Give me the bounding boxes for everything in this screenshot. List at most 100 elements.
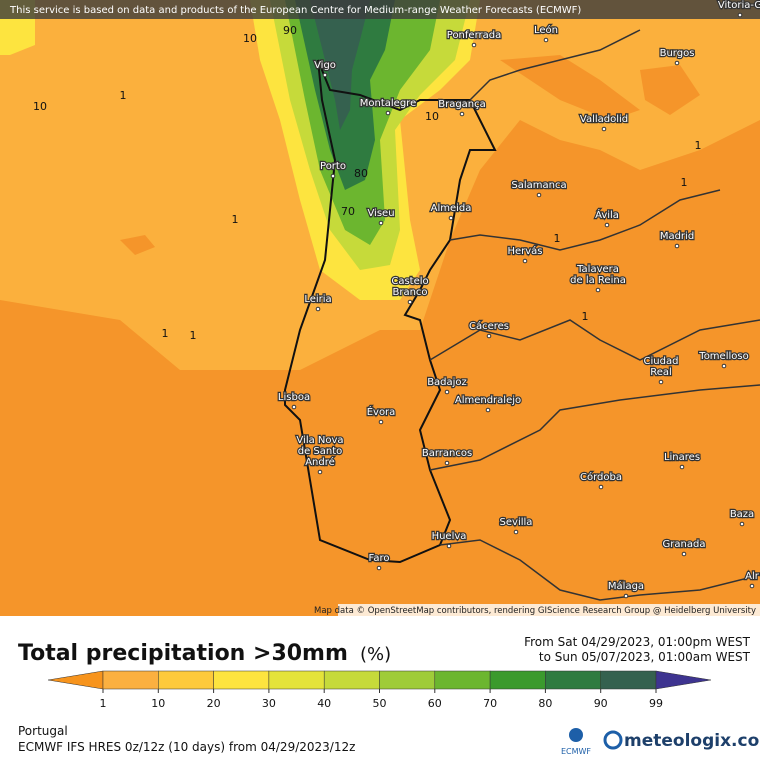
- contour-label: 1: [554, 232, 561, 245]
- city-label: Burgos: [660, 48, 695, 59]
- city-label: Real: [650, 367, 672, 378]
- legend-tick-label: 99: [649, 697, 663, 710]
- contour-label: 10: [33, 100, 47, 113]
- meteologix-logo: meteologix.com: [624, 731, 760, 751]
- city-dot: [601, 126, 607, 132]
- title: Total precipitation >30mm: [18, 641, 348, 666]
- city-label: Hervás: [507, 245, 542, 257]
- city-dot: [674, 60, 680, 66]
- legend-tick-label: 60: [428, 697, 442, 710]
- city-label: Badajoz: [427, 377, 467, 388]
- city-label: de Santo: [298, 446, 343, 457]
- banner: This service is based on data and produc…: [9, 5, 581, 16]
- city-dot: [376, 565, 382, 571]
- city-dot: [322, 72, 328, 78]
- city-label: Barrancos: [422, 448, 472, 459]
- city-label: Vitoria-G: [718, 0, 760, 11]
- city-dot: [721, 363, 727, 369]
- city-label: Bragança: [438, 99, 486, 110]
- legend-segment: [434, 670, 491, 690]
- legend-tick-label: 90: [594, 697, 608, 710]
- city-label: Tomelloso: [698, 351, 748, 362]
- city-dot: [543, 37, 549, 43]
- contour-label: 10: [425, 110, 439, 123]
- city-dot: [385, 110, 391, 116]
- legend-segment: [158, 670, 214, 690]
- city-label: Lisboa: [278, 392, 310, 403]
- city-label: Ávila: [595, 208, 619, 221]
- city-dot: [595, 287, 601, 293]
- city-dot: [407, 299, 413, 305]
- legend-tick-label: 70: [483, 697, 497, 710]
- city-label: Baza: [730, 509, 754, 520]
- city-label: Almendralejo: [455, 395, 521, 406]
- city-dot: [317, 469, 323, 475]
- attribution: Map data © OpenStreetMap contributors, r…: [314, 606, 756, 616]
- legend-segment: [545, 670, 601, 690]
- legend-low: [47, 670, 104, 690]
- legend-tick-label: 1: [100, 697, 107, 710]
- city-label: Vila Nova: [296, 435, 343, 446]
- legend-tick-label: 30: [262, 697, 276, 710]
- city-label: Montalegre: [360, 98, 416, 109]
- legend-segment: [600, 670, 657, 690]
- legend-segment: [489, 670, 546, 690]
- city-dot: [674, 243, 680, 249]
- legend-high: [655, 670, 712, 690]
- city-dot: [471, 42, 477, 48]
- city-dot: [679, 464, 685, 470]
- contour-label: 1: [190, 329, 197, 342]
- city-dot: [448, 215, 454, 221]
- map: This service is based on data and produc…: [0, 0, 760, 616]
- legend-tick-label: 10: [151, 697, 165, 710]
- city-label: Almeida: [431, 203, 472, 214]
- city-label: Sevilla: [500, 517, 533, 528]
- city-label: Ciudad: [644, 356, 679, 367]
- city-dot: [536, 192, 542, 198]
- city-label: Castelo: [391, 276, 428, 287]
- city-dot: [623, 593, 629, 599]
- city-label: Córdoba: [580, 471, 622, 483]
- city-dot: [444, 460, 450, 466]
- city-dot: [459, 111, 465, 117]
- city-dot: [513, 529, 519, 535]
- city-label: Viseu: [367, 208, 394, 219]
- legend-segment: [379, 670, 436, 690]
- contour-label: 1: [162, 327, 169, 340]
- city-dot: [446, 543, 452, 549]
- city-dot: [604, 222, 610, 228]
- city-label: Huelva: [432, 531, 467, 542]
- model: ECMWF IFS HRES 0z/12z (10 days) from 04/…: [18, 740, 355, 754]
- city-label: Ponferrada: [447, 30, 501, 41]
- contour-label: 90: [283, 24, 297, 37]
- city-dot: [444, 389, 450, 395]
- unit: (%): [360, 644, 391, 665]
- city-label: Cáceres: [469, 320, 509, 332]
- city-label: Branco: [392, 287, 427, 298]
- legend-tick-label: 20: [207, 697, 221, 710]
- region: Portugal: [18, 724, 68, 738]
- city-label: Porto: [320, 161, 346, 172]
- contour-label: 10: [243, 32, 257, 45]
- city-label: Granada: [663, 539, 706, 550]
- ecmwf-logo: ECMWF: [561, 747, 591, 756]
- city-dot: [749, 583, 755, 589]
- city-dot: [486, 333, 492, 339]
- city-dot: [291, 404, 297, 410]
- contour-label: 1: [681, 176, 688, 189]
- contour-label: 1: [582, 310, 589, 323]
- city-dot: [378, 419, 384, 425]
- city-label: Valladolid: [580, 114, 628, 125]
- legend-segment: [268, 670, 325, 690]
- legend-tick-label: 80: [538, 697, 552, 710]
- contour-label: 80: [354, 167, 368, 180]
- city-label: Talavera: [576, 264, 619, 275]
- city-label: de la Reina: [570, 275, 626, 286]
- city-dot: [522, 258, 528, 264]
- contour-label: 1: [695, 139, 702, 152]
- city-dot: [485, 407, 491, 413]
- city-dot: [737, 12, 743, 18]
- contour-label: 1: [232, 213, 239, 226]
- city-label: André: [305, 456, 335, 468]
